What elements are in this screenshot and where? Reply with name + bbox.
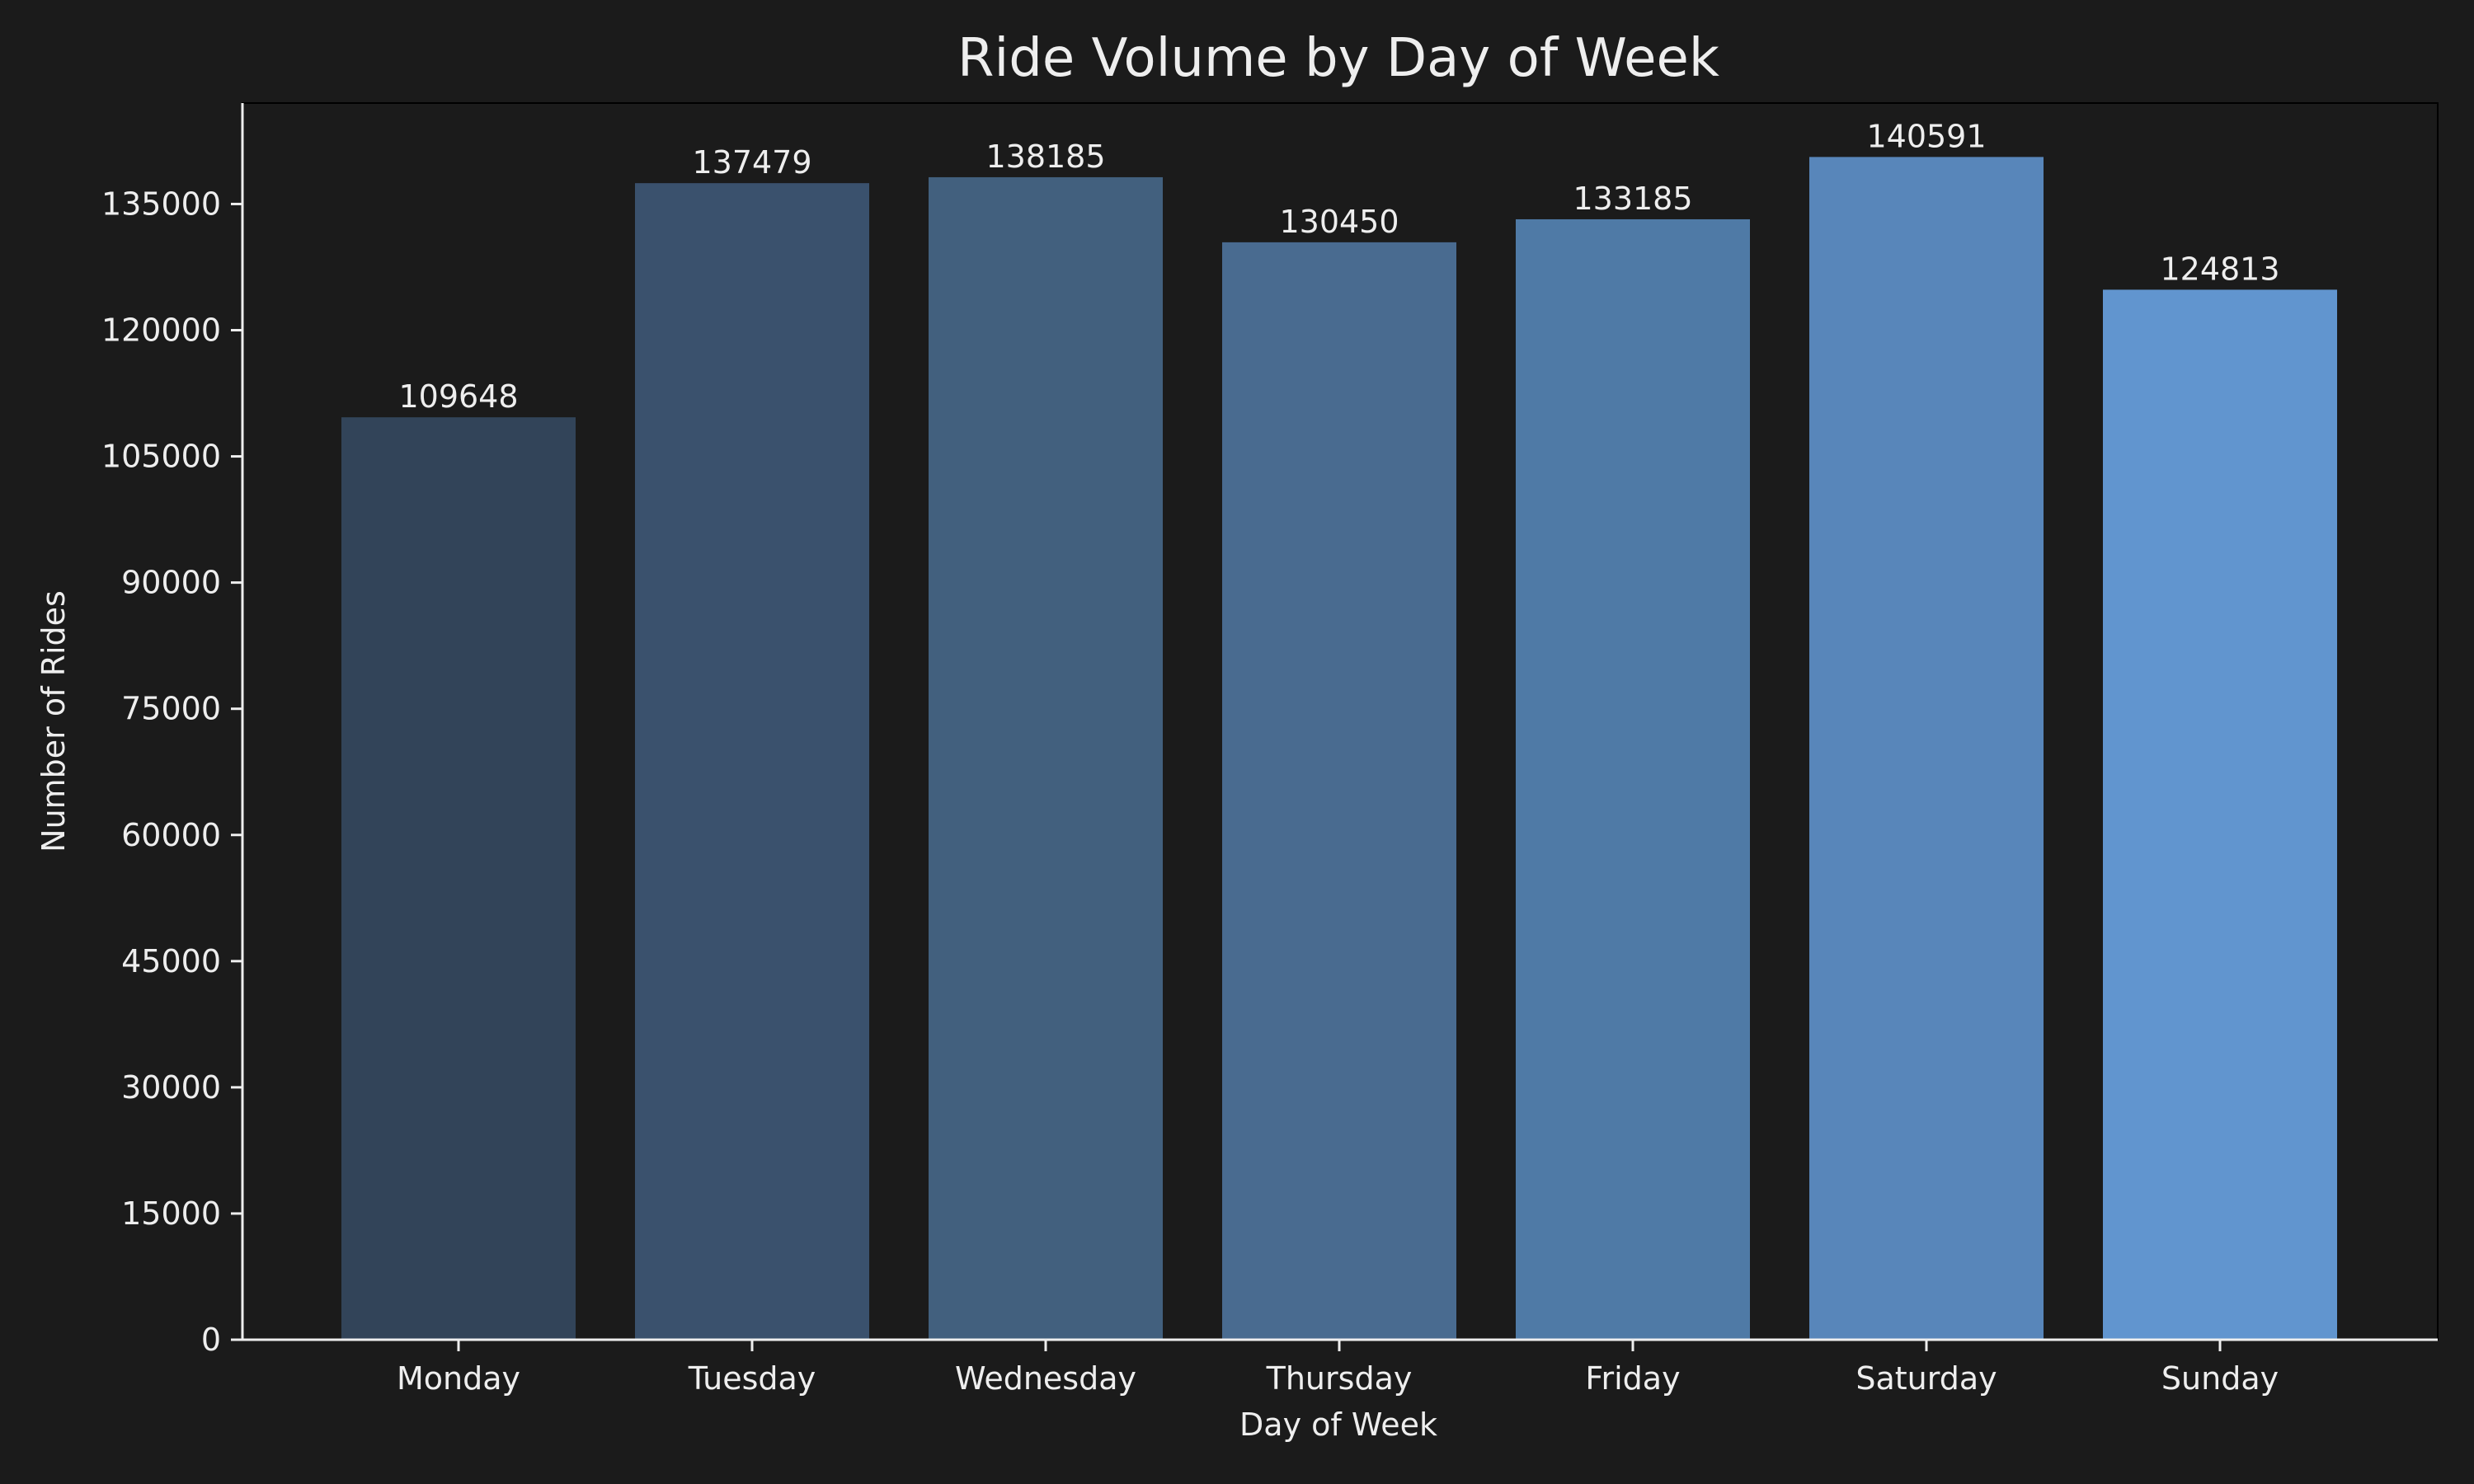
x-tick-label-thursday: Thursday bbox=[1266, 1360, 1413, 1397]
y-axis-ticks: 0 15000 30000 45000 60000 75000 90000 105000 120… bbox=[101, 186, 242, 1358]
plot-area: 109648 137479 138185 130450 133185 140591 1248… bbox=[101, 102, 2439, 1397]
y-tick-label-0: 0 bbox=[201, 1322, 221, 1358]
y-tick-label-135000: 135000 bbox=[101, 186, 221, 222]
bar-value-label-monday: 109648 bbox=[398, 378, 518, 415]
bar-wednesday bbox=[929, 176, 1163, 1340]
x-tick-label-wednesday: Wednesday bbox=[955, 1360, 1136, 1397]
bar-value-label-tuesday: 137479 bbox=[692, 144, 811, 181]
x-axis-ticks: Monday Tuesday Wednesday Thursday Friday Satu… bbox=[397, 1340, 2279, 1397]
bar-value-label-friday: 133185 bbox=[1573, 181, 1692, 217]
chart-title: Ride Volume by Day of Week bbox=[957, 28, 1719, 89]
bar-value-labels: 109648 137479 138185 130450 133185 140591 1248… bbox=[398, 118, 2279, 415]
y-tick-label-15000: 15000 bbox=[121, 1195, 221, 1232]
y-tick-label-60000: 60000 bbox=[121, 817, 221, 853]
bars bbox=[341, 157, 2337, 1341]
bar-thursday bbox=[1222, 242, 1456, 1340]
y-tick-label-45000: 45000 bbox=[121, 943, 221, 979]
x-tick-label-tuesday: Tuesday bbox=[688, 1360, 816, 1397]
x-tick-label-friday: Friday bbox=[1585, 1360, 1680, 1397]
bar-monday bbox=[341, 417, 576, 1341]
bar-value-label-wednesday: 138185 bbox=[985, 139, 1105, 175]
y-tick-label-30000: 30000 bbox=[121, 1069, 221, 1106]
bar-tuesday bbox=[635, 183, 869, 1340]
y-tick-label-120000: 120000 bbox=[101, 312, 221, 349]
bar-friday bbox=[1516, 218, 1750, 1341]
y-axis-label: Number of Rides bbox=[35, 590, 72, 852]
y-tick-label-90000: 90000 bbox=[121, 565, 221, 601]
x-tick-label-monday: Monday bbox=[397, 1360, 520, 1397]
y-tick-label-105000: 105000 bbox=[101, 439, 221, 475]
bar-sunday bbox=[2103, 289, 2337, 1340]
y-tick-label-75000: 75000 bbox=[121, 691, 221, 727]
x-tick-label-sunday: Sunday bbox=[2161, 1360, 2279, 1397]
x-axis-label: Day of Week bbox=[1239, 1407, 1437, 1443]
bar-value-label-saturday: 140591 bbox=[1866, 118, 1986, 154]
bar-value-label-thursday: 130450 bbox=[1279, 204, 1399, 240]
bar-value-label-sunday: 124813 bbox=[2160, 251, 2279, 287]
bar-saturday bbox=[1809, 157, 2044, 1341]
x-tick-label-saturday: Saturday bbox=[1856, 1360, 1997, 1397]
